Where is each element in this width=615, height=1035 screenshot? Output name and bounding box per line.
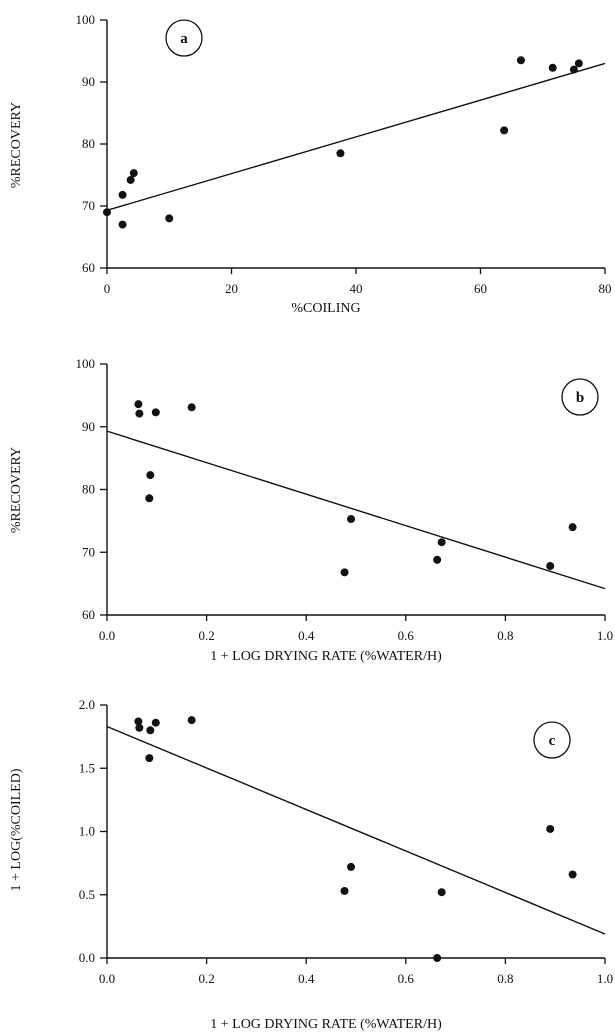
data-point [546, 824, 555, 833]
x-tick-label: 0.8 [497, 971, 513, 986]
y-tick-label: 2.0 [79, 697, 95, 712]
y-tick-label: 80 [82, 136, 95, 151]
x-tick-label: 0 [104, 281, 111, 296]
panel-letter: a [180, 31, 188, 47]
y-tick-label: 60 [82, 260, 95, 275]
x-tick-label: 0.4 [298, 628, 315, 643]
data-point [129, 169, 138, 178]
y-tick-label: 1.0 [79, 824, 95, 839]
x-tick-label: 1.0 [597, 971, 613, 986]
data-point [569, 65, 578, 74]
data-point [187, 716, 196, 725]
data-point [548, 63, 557, 72]
data-point [165, 214, 174, 223]
data-point [134, 400, 143, 409]
data-point [118, 220, 127, 229]
y-axis-label: 1 + LOG(%COILED) [9, 768, 24, 891]
data-point [437, 888, 446, 897]
data-point [146, 726, 155, 735]
data-point [151, 718, 160, 727]
y-tick-label: 100 [76, 356, 96, 371]
x-tick-label: 0.0 [99, 971, 115, 986]
panel-letter-circle [533, 721, 571, 759]
data-point [433, 954, 442, 962]
regression-line [106, 62, 606, 212]
x-axis-label: 1 + LOG DRYING RATE (%WATER/H) [210, 649, 442, 664]
y-tick-label: 70 [82, 198, 95, 213]
y-tick-label: 0.0 [79, 950, 95, 965]
data-point [134, 717, 143, 726]
y-tick-label: 80 [82, 482, 95, 497]
data-point [500, 126, 509, 135]
x-tick-label: 0.4 [298, 971, 315, 986]
data-point [347, 514, 356, 523]
x-axis-label: 1 + LOG DRYING RATE (%WATER/H) [210, 1017, 442, 1032]
data-point [187, 403, 196, 412]
x-tick-label: 0.6 [398, 628, 415, 643]
data-point [103, 208, 111, 217]
data-point [433, 555, 442, 564]
y-axis-label: %RECOVERY [9, 102, 24, 188]
regression-line [106, 725, 606, 935]
x-tick-label: 1.0 [597, 628, 613, 643]
data-point [347, 862, 356, 871]
data-point [568, 523, 577, 532]
panel-letter-circle [561, 378, 599, 416]
y-axis-label: %RECOVERY [9, 447, 24, 533]
x-tick-label: 20 [225, 281, 238, 296]
data-point [151, 408, 160, 417]
panel-letter: c [549, 733, 556, 749]
data-point [145, 494, 154, 503]
panel-letter-circle [165, 19, 203, 57]
y-tick-label: 100 [76, 12, 96, 27]
x-tick-label: 80 [599, 281, 612, 296]
x-tick-label: 0.8 [497, 628, 513, 643]
data-point [135, 723, 144, 732]
data-point [340, 568, 349, 577]
data-point [336, 149, 345, 158]
data-point [145, 754, 154, 763]
y-tick-label: 70 [82, 544, 95, 559]
x-tick-label: 0.2 [198, 628, 214, 643]
x-axis-label: %COILING [291, 301, 360, 316]
x-tick-label: 60 [474, 281, 487, 296]
data-point [574, 59, 583, 68]
panel-letter: b [576, 390, 584, 406]
x-tick-label: 40 [350, 281, 363, 296]
x-tick-label: 0.0 [99, 628, 115, 643]
data-point [146, 471, 155, 480]
x-tick-label: 0.6 [398, 971, 415, 986]
y-tick-label: 90 [82, 419, 95, 434]
y-tick-label: 0.5 [79, 887, 95, 902]
data-point [516, 56, 525, 65]
data-point [135, 409, 144, 418]
data-point [340, 886, 349, 895]
data-point [118, 190, 127, 199]
x-tick-label: 0.2 [198, 971, 214, 986]
data-point [546, 562, 555, 571]
y-tick-label: 90 [82, 74, 95, 89]
regression-line [106, 430, 606, 590]
data-point [437, 538, 446, 547]
data-point [126, 175, 135, 184]
data-point [568, 870, 577, 879]
y-tick-label: 1.5 [79, 760, 95, 775]
y-tick-label: 60 [82, 607, 95, 622]
